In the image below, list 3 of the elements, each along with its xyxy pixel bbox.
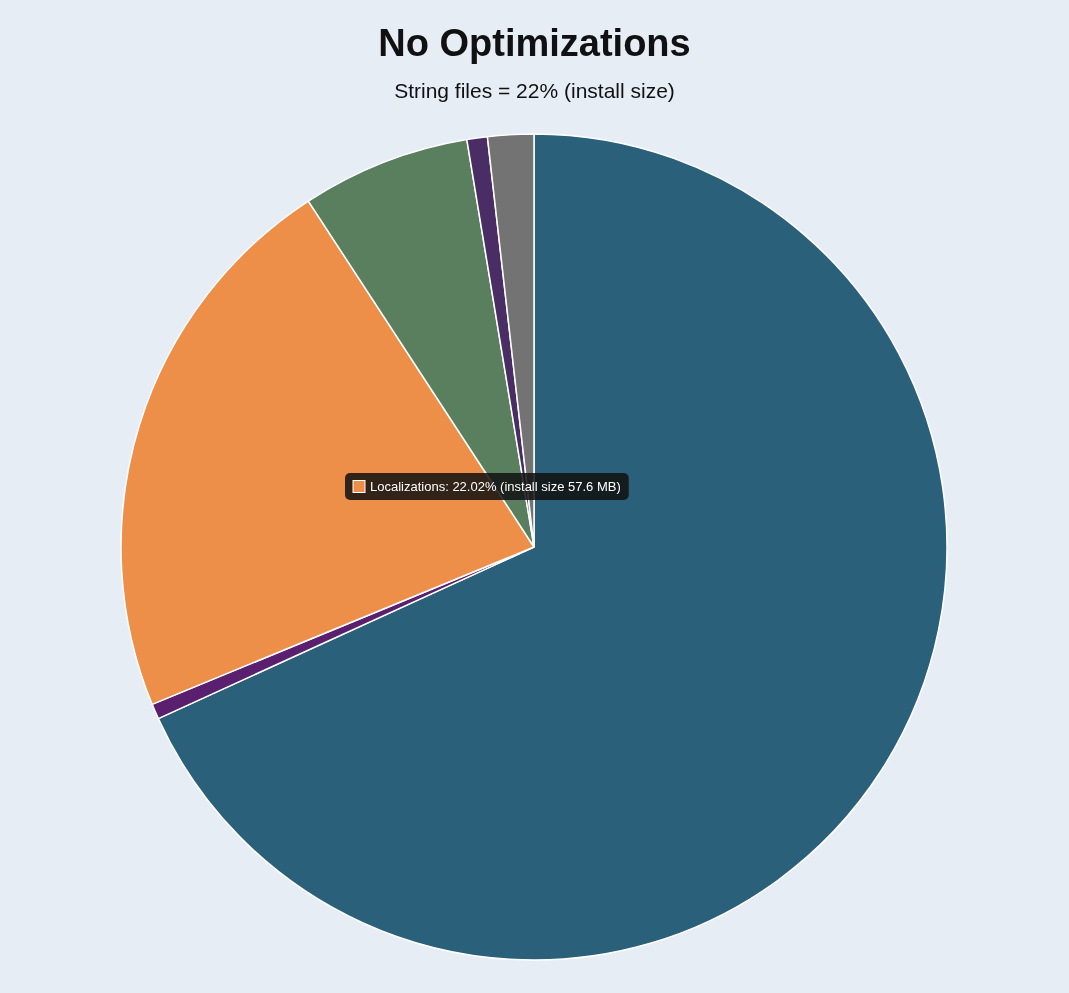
chart-subtitle: String files = 22% (install size) <box>394 79 675 102</box>
text: Localizations: 22.02% (install size 57.6 MB) <box>370 479 621 494</box>
chart-title: No Optimizations <box>378 22 691 64</box>
